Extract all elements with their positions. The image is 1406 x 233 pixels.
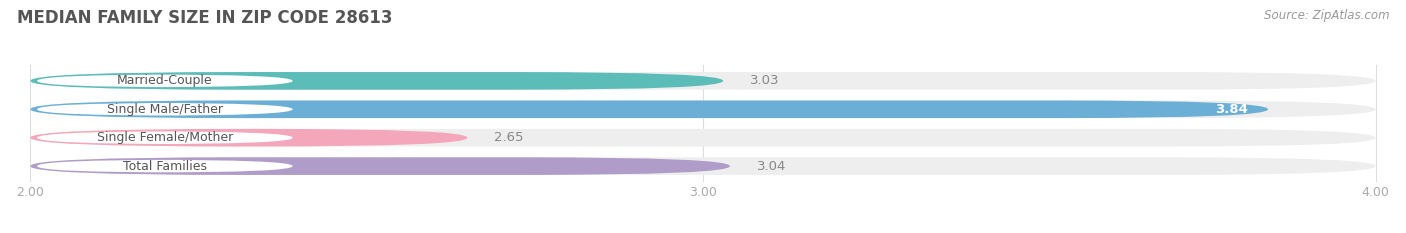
- FancyBboxPatch shape: [31, 100, 1268, 118]
- FancyBboxPatch shape: [31, 157, 730, 175]
- FancyBboxPatch shape: [31, 100, 1375, 118]
- Text: 3.04: 3.04: [756, 160, 786, 173]
- FancyBboxPatch shape: [31, 72, 723, 90]
- FancyBboxPatch shape: [37, 131, 292, 144]
- FancyBboxPatch shape: [31, 157, 1375, 175]
- FancyBboxPatch shape: [37, 103, 292, 116]
- FancyBboxPatch shape: [31, 129, 1375, 147]
- Text: Total Families: Total Families: [122, 160, 207, 173]
- Text: Single Female/Mother: Single Female/Mother: [97, 131, 233, 144]
- FancyBboxPatch shape: [37, 75, 292, 87]
- Text: Source: ZipAtlas.com: Source: ZipAtlas.com: [1264, 9, 1389, 22]
- Text: MEDIAN FAMILY SIZE IN ZIP CODE 28613: MEDIAN FAMILY SIZE IN ZIP CODE 28613: [17, 9, 392, 27]
- Text: 3.03: 3.03: [749, 74, 779, 87]
- Text: 3.84: 3.84: [1215, 103, 1249, 116]
- Text: Married-Couple: Married-Couple: [117, 74, 212, 87]
- FancyBboxPatch shape: [31, 129, 468, 147]
- Text: 2.65: 2.65: [495, 131, 524, 144]
- FancyBboxPatch shape: [31, 72, 1375, 90]
- FancyBboxPatch shape: [37, 160, 292, 172]
- Text: Single Male/Father: Single Male/Father: [107, 103, 224, 116]
